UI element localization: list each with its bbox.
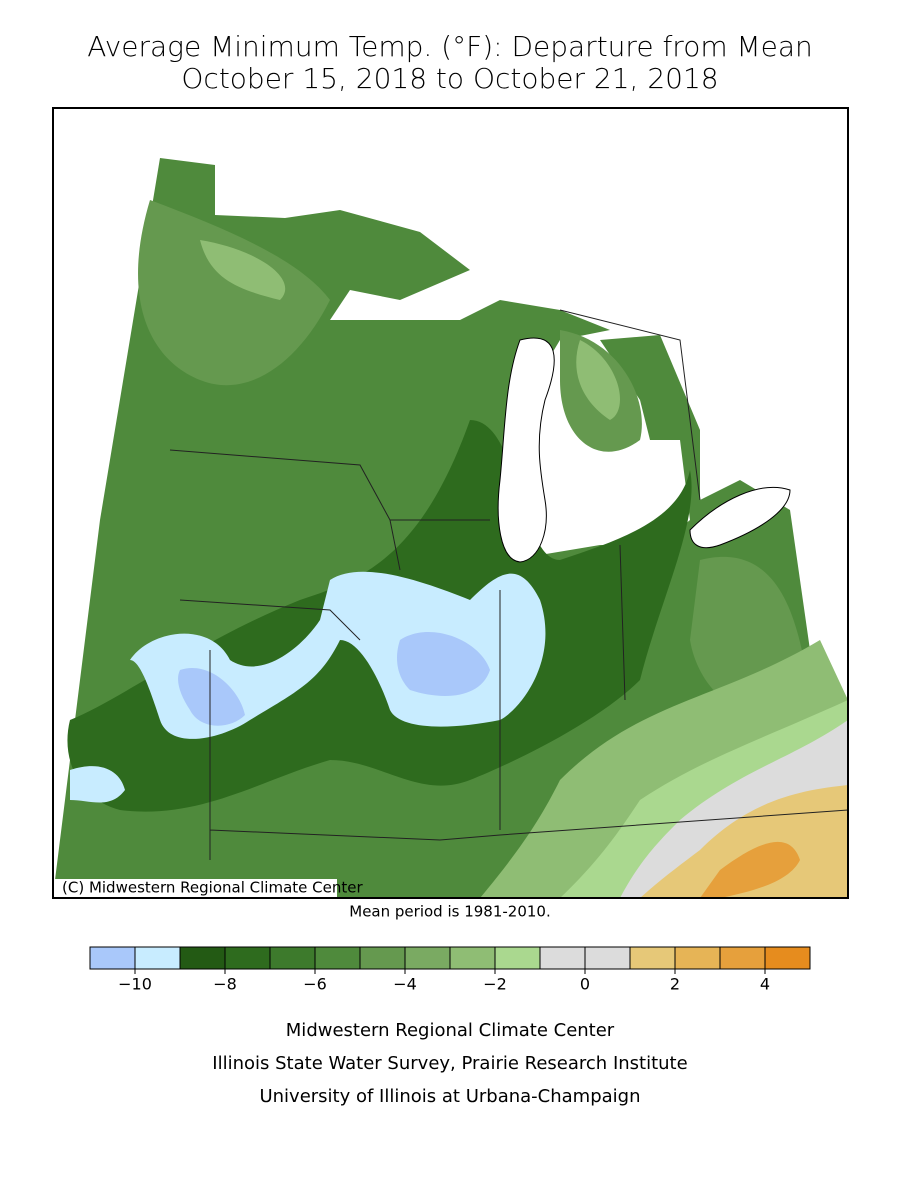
legend-tick-label: −10 bbox=[118, 975, 152, 994]
map-credit: (C) Midwestern Regional Climate Center bbox=[62, 879, 363, 897]
legend-swatch bbox=[359, 946, 406, 970]
legend-swatch bbox=[179, 946, 226, 970]
legend: −10 −8 −6 −4 −2 0 2 4 bbox=[89, 946, 811, 994]
footer-line: Midwestern Regional Climate Center bbox=[286, 1020, 615, 1041]
subtitle: October 15, 2018 to October 21, 2018 bbox=[181, 62, 718, 95]
legend-swatch bbox=[89, 946, 136, 970]
legend-tick-label: −2 bbox=[483, 975, 507, 994]
legend-tick-label: −8 bbox=[213, 975, 237, 994]
lake-erie bbox=[689, 486, 791, 549]
legend-swatch bbox=[134, 946, 181, 970]
legend-tick-label: 2 bbox=[670, 975, 680, 994]
legend-swatch bbox=[269, 946, 316, 970]
footer-line: Illinois State Water Survey, Prairie Res… bbox=[212, 1053, 687, 1074]
lake-michigan bbox=[497, 337, 555, 563]
lightest-green-zone bbox=[560, 700, 848, 898]
legend-tick-label: −4 bbox=[393, 975, 417, 994]
light-green-zone bbox=[200, 240, 848, 898]
legend-swatch bbox=[404, 946, 451, 970]
legend-tick-label: −6 bbox=[303, 975, 327, 994]
legend-tick-label: 0 bbox=[580, 975, 590, 994]
footer-line: University of Illinois at Urbana-Champai… bbox=[259, 1086, 640, 1107]
legend-swatch bbox=[719, 946, 766, 970]
legend-swatch bbox=[629, 946, 676, 970]
title: Average Minimum Temp. (°F): Departure fr… bbox=[87, 30, 813, 63]
blue-zone bbox=[178, 631, 490, 726]
mean-period-note: Mean period is 1981-2010. bbox=[349, 903, 550, 921]
gray-zone bbox=[620, 720, 848, 898]
legend-swatch bbox=[494, 946, 541, 970]
legend-swatch bbox=[449, 946, 496, 970]
legend-swatch bbox=[539, 946, 586, 970]
legend-swatch bbox=[224, 946, 271, 970]
orange-zone-2 bbox=[700, 841, 800, 898]
legend-swatch bbox=[764, 946, 811, 970]
legend-swatch bbox=[674, 946, 721, 970]
legend-swatch bbox=[314, 946, 361, 970]
lighter-zone bbox=[138, 200, 810, 717]
legend-swatch bbox=[584, 946, 631, 970]
legend-tick-label: 4 bbox=[760, 975, 770, 994]
map: (C) Midwestern Regional Climate Center bbox=[52, 107, 849, 899]
light-blue-zone bbox=[70, 571, 546, 803]
